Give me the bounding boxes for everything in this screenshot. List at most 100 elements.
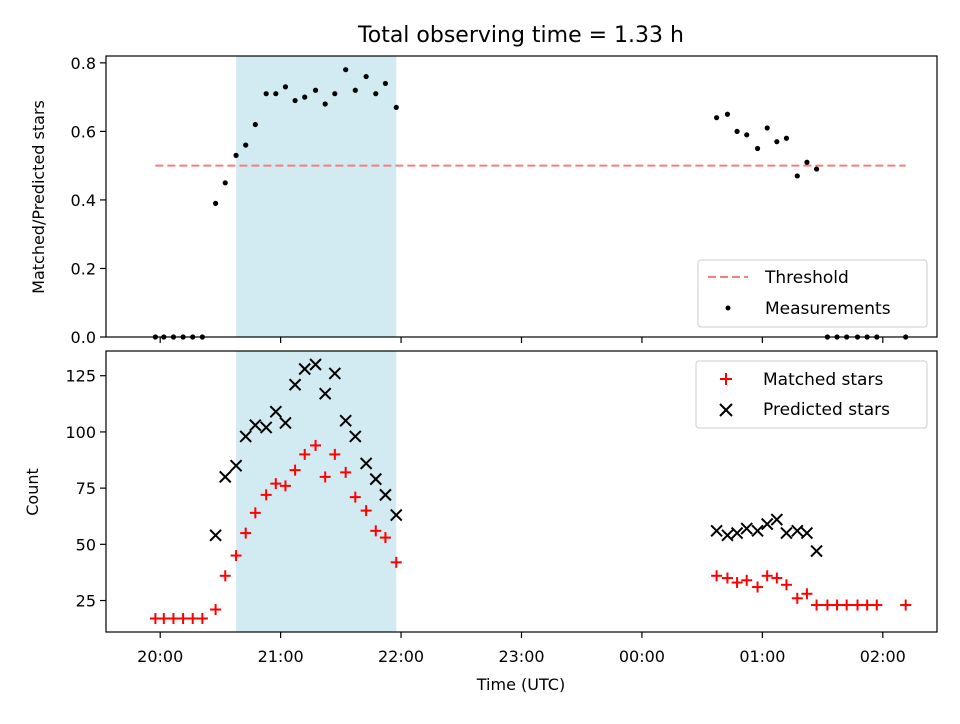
x-tick-label: 00:00: [619, 647, 665, 666]
predicted-stars-point: [751, 524, 764, 538]
count-legend-box: [695, 360, 928, 429]
predicted-stars-point: [239, 430, 252, 443]
measurements-point: [322, 101, 328, 107]
matched-stars-point: [731, 577, 743, 589]
matched-stars-point: [196, 613, 208, 625]
count-y-tick-label: 25: [76, 592, 96, 611]
predicted-stars-point: [770, 513, 784, 526]
predicted-stars-point: [359, 457, 373, 470]
measurements-point: [352, 87, 358, 93]
matched-stars-point: [329, 448, 341, 460]
count-y-tick-label: 75: [76, 479, 96, 498]
predicted-stars-legend-label: Predicted stars: [763, 400, 890, 420]
count-panel-marks: [149, 358, 912, 625]
ratio-panel-highlight-span: [236, 56, 397, 337]
measurements-point: [813, 166, 820, 172]
x-axis-label: Time (UTC): [476, 675, 565, 694]
matched-stars-point: [741, 574, 753, 586]
predicted-stars-point: [328, 367, 342, 380]
matched-stars-legend-label: Matched stars: [763, 370, 883, 390]
predicted-stars-point: [791, 524, 804, 538]
matched-stars-point: [379, 532, 391, 544]
matched-stars-point: [187, 613, 199, 625]
measurements-point: [222, 180, 228, 186]
measurements-legend-label: Measurements: [765, 299, 891, 319]
predicted-stars-point: [209, 529, 222, 542]
predicted-stars-point: [760, 517, 774, 531]
measurements-point: [292, 97, 298, 104]
predicted-stars-point: [259, 421, 273, 434]
predicted-stars-point: [279, 416, 292, 430]
ratio-y-axis-label: Matched/Predicted stars: [29, 100, 48, 294]
matched-stars-point: [260, 489, 272, 501]
measurements-point: [714, 115, 720, 121]
matched-stars-point: [761, 570, 773, 582]
predicted-stars-point: [349, 430, 362, 443]
measurements-point: [754, 145, 761, 152]
ratio-y-tick-label: 0.0: [71, 328, 96, 347]
predicted-stars-point: [800, 526, 814, 540]
predicted-stars-point: [229, 459, 243, 472]
matched-stars-point: [270, 478, 282, 490]
measurements-point: [794, 173, 800, 179]
matched-stars-point: [831, 599, 843, 611]
predicted-stars-point: [298, 362, 311, 376]
matched-stars-point: [852, 599, 864, 611]
count-legend: Matched stars Predicted stars: [695, 360, 928, 429]
measurements-point: [783, 135, 790, 141]
predicted-stars-legend-swatch: [719, 403, 733, 417]
predicted-stars-point: [810, 544, 823, 558]
ratio-y-tick-label: 0.2: [71, 259, 96, 278]
predicted-stars-point: [721, 529, 734, 542]
measurements-point: [282, 84, 289, 90]
predicted-stars-point: [288, 378, 302, 391]
matched-stars-point: [289, 464, 301, 476]
matched-stars-point: [310, 439, 322, 451]
count-panel: 25 50 75 100 125 20:00 21:00 22:00 23:00 00:00 01…: [23, 350, 938, 666]
matched-stars-point: [861, 599, 873, 611]
measurements-point: [263, 91, 269, 97]
matched-stars-point: [167, 613, 179, 625]
measurements-point: [393, 104, 399, 111]
matched-stars-point: [752, 581, 764, 593]
predicted-stars-point: [339, 414, 352, 427]
matched-stars-point: [219, 570, 231, 582]
matched-stars-point: [811, 599, 823, 611]
matched-stars-point: [900, 599, 912, 611]
ratio-panel-y-ticks: 0.0 0.2 0.4 0.6 0.8: [71, 54, 106, 347]
matched-stars-point: [319, 471, 331, 483]
ratio-y-tick-label: 0.6: [71, 122, 96, 141]
measurements-point: [373, 91, 379, 97]
ratio-panel-x-ticks: [159, 337, 884, 343]
measurements-point: [343, 67, 349, 73]
count-y-tick-label: 125: [65, 367, 96, 386]
ratio-y-tick-label: 0.4: [71, 191, 96, 210]
measurements-point: [764, 125, 770, 131]
count-panel-highlight-span: [236, 351, 397, 632]
ratio-y-tick-label: 0.8: [71, 54, 96, 73]
ratio-legend-box: [697, 259, 928, 328]
x-tick-label: 01:00: [739, 647, 785, 666]
matched-stars-point: [210, 604, 222, 616]
matched-stars-point: [249, 507, 261, 519]
matched-stars-point: [711, 570, 723, 582]
predicted-stars-point: [780, 526, 793, 540]
measurements-point: [734, 128, 740, 134]
matched-stars-point: [360, 505, 372, 517]
x-tick-label: 02:00: [860, 647, 906, 666]
count-y-tick-label: 50: [76, 535, 96, 554]
predicted-stars-point: [249, 418, 262, 432]
predicted-stars-point: [219, 470, 232, 484]
predicted-stars-point: [390, 508, 403, 522]
measurements-point: [273, 91, 279, 97]
chart-title: Total observing time = 1.33 h: [357, 23, 684, 48]
matched-stars-point: [841, 599, 853, 611]
measurements-point: [302, 94, 308, 100]
ratio-panel: 0.00.20.40.60.8 Matched/Predicted stars …: [29, 54, 938, 347]
predicted-stars-point: [710, 524, 723, 538]
matched-stars-point: [299, 448, 311, 460]
measurements-point: [724, 111, 731, 117]
matched-stars-point: [340, 466, 352, 478]
measurements-point: [774, 139, 780, 145]
matched-stars-legend-swatch: [720, 373, 732, 385]
